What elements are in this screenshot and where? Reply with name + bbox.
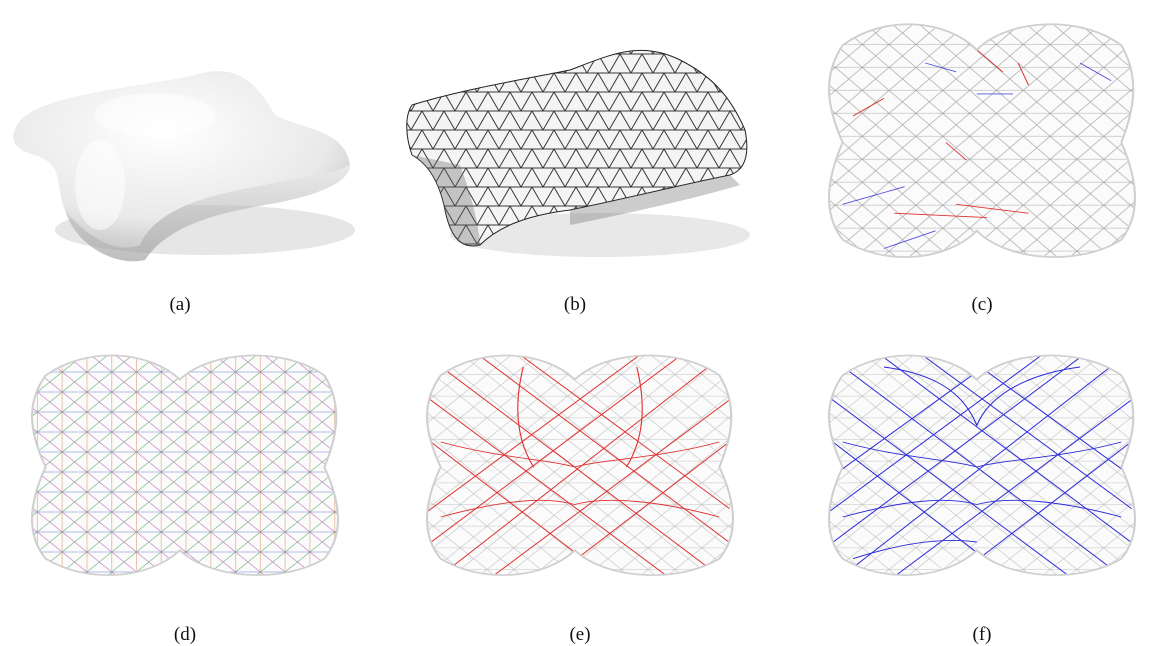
- triangle-mesh-render: [406, 49, 750, 257]
- caption-b: (b): [563, 294, 587, 315]
- figure-panel-e: [420, 342, 740, 592]
- figure-panel-f: [822, 342, 1142, 592]
- figure-panel-c: [822, 10, 1142, 275]
- smooth-surface-render: [13, 71, 355, 262]
- caption-d: (d): [173, 624, 197, 645]
- curve-network-red-blue: [828, 23, 1136, 258]
- caption-e: (e): [569, 624, 591, 645]
- figure-panel-d: [25, 342, 345, 592]
- figure-panel-a: [5, 35, 365, 265]
- curve-network-blue: [828, 354, 1136, 576]
- curve-network-red: [426, 354, 734, 576]
- curve-network-multicolor: [31, 354, 339, 576]
- caption-c: (c): [971, 294, 993, 315]
- caption-a: (a): [169, 294, 191, 315]
- figure-panel-b: [400, 35, 760, 265]
- caption-f: (f): [972, 624, 992, 645]
